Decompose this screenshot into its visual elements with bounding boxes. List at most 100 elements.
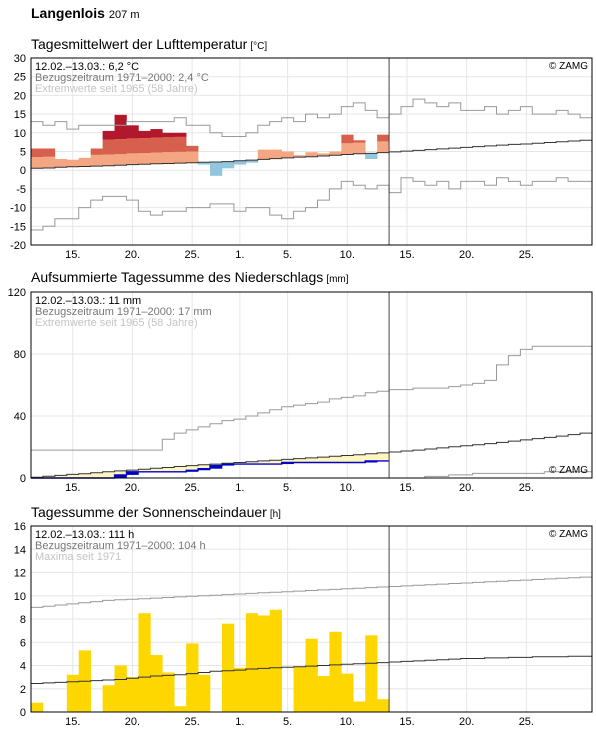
y-tick-label: -10 <box>10 203 26 215</box>
temperature-bar <box>305 152 318 157</box>
precipitation-increment <box>281 462 294 465</box>
x-tick-label: 20. <box>125 482 140 494</box>
x-tick-label: 15. <box>65 249 80 261</box>
x-tick-label: 20. <box>459 249 474 261</box>
temperature-bar <box>66 159 80 167</box>
x-tick-label: 1. <box>235 482 244 494</box>
temperature-bar-cold <box>233 160 247 165</box>
temperature-bar <box>102 130 115 140</box>
y-tick-label: 15 <box>14 109 26 121</box>
y-tick-label: 4 <box>20 661 26 673</box>
y-tick-label: 14 <box>14 544 26 556</box>
info-line-3: Extremwerte seit 1965 (58 Jahre) <box>35 83 198 95</box>
info-line-3: Maxima seit 1971 <box>35 551 121 563</box>
sunshine-bar <box>126 677 139 712</box>
temperature-bar <box>317 153 330 156</box>
station-name: Langenlois <box>31 5 105 21</box>
y-tick-label: 6 <box>20 637 26 649</box>
temperature-bar <box>150 129 163 138</box>
precipitation-unit: [mm] <box>326 274 349 285</box>
plot-frame <box>30 291 593 479</box>
x-tick-label: 10. <box>340 249 355 261</box>
temperature-bar <box>353 140 366 143</box>
y-tick-label: 0 <box>20 165 26 177</box>
x-tick-label: 1. <box>235 716 244 728</box>
temperature-bar <box>31 157 44 169</box>
precipitation-increment <box>114 474 127 478</box>
temperature-bar <box>353 142 366 154</box>
x-tick-label: 25. <box>184 716 199 728</box>
sunshine-bar <box>341 673 354 712</box>
sunshine-bar <box>245 613 259 712</box>
y-tick-label: 16 <box>14 521 26 533</box>
sunshine-bar <box>198 674 211 712</box>
y-tick-label: 25 <box>14 72 26 84</box>
x-tick-label: 20. <box>125 716 140 728</box>
sunshine-unit: [h] <box>269 509 281 520</box>
sunshine-title-text: Tagessumme der Sonnenscheindauer <box>31 504 267 520</box>
temperature-bar-cold <box>245 160 259 163</box>
maximum-line <box>31 345 592 451</box>
mean-line <box>31 139 592 169</box>
zamg-credit: © ZAMG <box>549 465 588 476</box>
x-tick-label: 25. <box>519 482 534 494</box>
sunshine-bar <box>293 666 306 712</box>
precipitation-increment <box>365 460 378 463</box>
temperature-bar <box>102 139 115 155</box>
x-tick-label: 25. <box>519 249 534 261</box>
temperature-bar <box>162 152 175 164</box>
sunshine-chart-title: Tagessumme der Sonnenscheindauer [h] <box>31 504 281 520</box>
sunshine-bar <box>257 615 271 712</box>
temperature-bar <box>126 125 139 139</box>
y-tick-label: 30 <box>14 53 26 65</box>
panel-1: 0 40 80 120 15. 20. 25. 1. 5. 10. 15. 20. 25. 12.02.–… <box>8 287 593 494</box>
y-tick-label: -15 <box>10 221 26 233</box>
sunshine-bar <box>102 685 115 712</box>
temperature-bar <box>126 153 139 165</box>
precipitation-increment <box>186 470 199 472</box>
temperature-bar <box>186 145 199 152</box>
sunshine-bar <box>353 701 366 712</box>
x-tick-label: 15. <box>65 482 80 494</box>
temperature-bar <box>150 137 163 153</box>
temperature-bar <box>138 138 151 153</box>
y-tick-label: 0 <box>20 707 26 719</box>
sunshine-bar <box>329 631 342 712</box>
x-tick-label: 15. <box>399 482 414 494</box>
temperature-bar <box>341 143 354 155</box>
temperature-bar <box>114 139 127 155</box>
temperature-bar <box>174 132 187 137</box>
info-line-1: 12.02.–13.03.: 6,2 °C <box>35 61 139 73</box>
sunshine-bar <box>114 665 127 712</box>
sunshine-bar <box>269 609 282 712</box>
info-line-1: 12.02.–13.03.: 11 mm <box>35 295 141 307</box>
temperature-bar <box>42 148 56 157</box>
temperature-bar <box>138 130 151 139</box>
temperature-chart-title: Tagesmittelwert der Lufttemperatur [°C] <box>31 36 267 52</box>
sunshine-bar <box>186 643 199 712</box>
info-line-2: Bezugszeitraum 1971–2000: 17 mm <box>35 306 212 318</box>
temperature-title-text: Tagesmittelwert der Lufttemperatur <box>31 36 248 52</box>
zamg-credit: © ZAMG <box>549 61 588 72</box>
y-tick-label: 120 <box>8 287 26 299</box>
precipitation-increment <box>126 471 139 475</box>
zamg-credit: © ZAMG <box>549 529 588 540</box>
y-tick-label: 80 <box>14 349 26 361</box>
y-tick-label: 0 <box>20 473 26 485</box>
info-line-3: Extremwerte seit 1965 (58 Jahre) <box>35 317 198 329</box>
sunshine-bar <box>317 675 330 712</box>
sunshine-bar <box>174 706 187 712</box>
y-tick-label: -5 <box>16 184 26 196</box>
temperature-bar <box>126 138 139 154</box>
x-tick-label: 25. <box>519 716 534 728</box>
temperature-bar <box>138 152 151 165</box>
precipitation-chart-title: Aufsummierte Tagessumme des Niederschlag… <box>31 269 349 285</box>
sunshine-bar <box>66 674 80 712</box>
y-tick-label: -20 <box>10 240 26 252</box>
temperature-bar <box>78 157 91 167</box>
y-tick-label: 40 <box>14 411 26 423</box>
temperature-bar <box>341 134 354 144</box>
x-tick-label: 5. <box>283 249 292 261</box>
info-line-1: 12.02.–13.03.: 111 h <box>35 529 134 541</box>
